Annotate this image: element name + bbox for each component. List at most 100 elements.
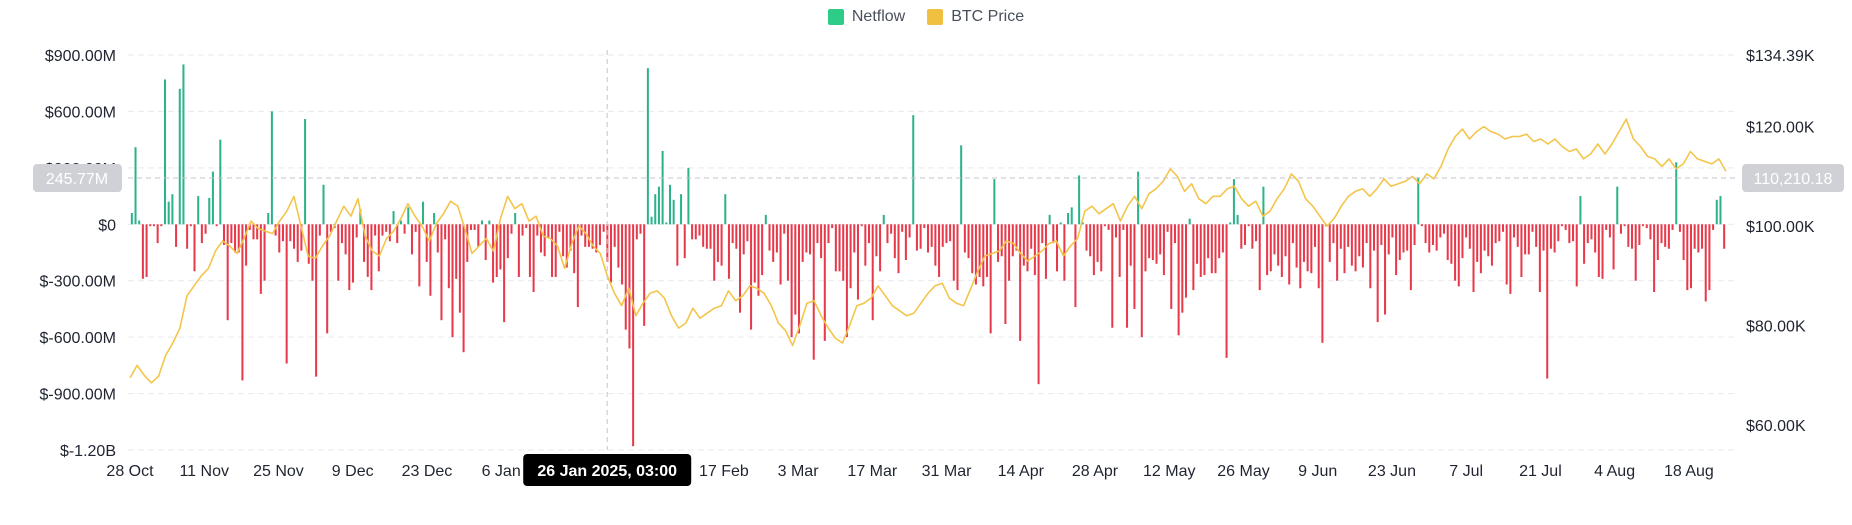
netflow-bar [315, 224, 318, 377]
netflow-bar [982, 224, 985, 287]
netflow-bar [237, 224, 240, 253]
netflow-bar [337, 224, 340, 281]
netflow-bar [978, 224, 981, 277]
netflow-bar [628, 224, 631, 349]
netflow-bar [757, 224, 760, 296]
netflow-bar [864, 224, 867, 266]
netflow-bar [329, 224, 332, 232]
netflow-bar [1339, 224, 1342, 249]
legend-item-netflow[interactable]: Netflow [827, 8, 906, 26]
netflow-bar [1295, 224, 1298, 268]
netflow-bar [1660, 224, 1663, 244]
netflow-bar [219, 139, 222, 225]
netflow-bar [145, 224, 148, 277]
netflow-bar [270, 111, 273, 225]
x-tick-label: 23 Jun [1368, 463, 1416, 480]
netflow-bar [963, 224, 966, 253]
legend-item-price[interactable]: BTC Price [927, 8, 1024, 26]
netflow-bar [1299, 224, 1302, 289]
netflow-bar [1542, 224, 1545, 251]
netflow-bar [259, 224, 262, 294]
netflow-bar [558, 224, 561, 232]
netflow-bar [1177, 224, 1180, 336]
crosshair-right-value: 110,210.18 [1754, 171, 1833, 188]
netflow-bar [1583, 224, 1586, 264]
netflow-bar [293, 224, 296, 249]
netflow-bar [1689, 224, 1692, 289]
netflow-bar [1450, 224, 1453, 264]
netflow-bar [890, 224, 893, 234]
x-tick-label: 14 Apr [998, 463, 1045, 480]
netflow-bar [971, 224, 974, 274]
netflow-bar [1723, 224, 1726, 249]
netflow-bar [532, 224, 535, 292]
netflow-bar [1192, 224, 1195, 291]
netflow-bar [447, 224, 450, 289]
netflow-bar [779, 224, 782, 285]
netflow-bar [204, 224, 207, 234]
netflow-bar [886, 224, 889, 244]
netflow-bar [650, 216, 653, 225]
netflow-bar [281, 224, 284, 242]
netflow-bar [1553, 224, 1556, 253]
legend: Netflow BTC Price [0, 8, 1852, 26]
netflow-bar [539, 224, 542, 253]
netflow-bar [1173, 224, 1176, 244]
netflow-bar [1572, 224, 1575, 242]
netflow-bar [1417, 177, 1420, 225]
netflow-bar [1148, 224, 1151, 259]
netflow-bar [923, 224, 926, 229]
netflow-bar [444, 224, 447, 240]
netflow-bar [1557, 224, 1560, 242]
x-tick-label: 23 Dec [402, 463, 453, 480]
netflow-bar [141, 224, 144, 279]
netflow-bar [1476, 224, 1479, 262]
netflow-bar [1678, 224, 1681, 232]
netflow-bar [1505, 224, 1508, 285]
x-tick-label: 17 Feb [699, 463, 749, 480]
netflow-bar [495, 224, 498, 277]
netflow-bar [1067, 213, 1070, 225]
netflow-bar [639, 224, 642, 234]
netflow-bar [1214, 224, 1217, 274]
netflow-bar [322, 184, 325, 225]
netflow-bar [1435, 224, 1438, 251]
netflow-bar [1159, 224, 1162, 255]
netflow-bar [1196, 224, 1199, 264]
netflow-bar [1590, 224, 1593, 240]
netflow-bar [278, 224, 281, 253]
netflow-bar [731, 224, 734, 244]
legend-label-netflow: Netflow [851, 8, 906, 25]
netflow-bar [904, 224, 907, 261]
crosshair-date-pill [523, 454, 692, 486]
netflow-bar [285, 224, 288, 364]
netflow-bar [1044, 224, 1047, 279]
netflow-bar [974, 224, 977, 285]
netflow-bar [1343, 224, 1346, 274]
netflow-bar [941, 224, 944, 247]
netflow-bar [1280, 224, 1283, 277]
netflow-bar [694, 224, 697, 240]
netflow-bar [547, 224, 550, 238]
netflow-bar [289, 224, 292, 242]
netflow-bar [1162, 224, 1165, 276]
netflow-bar [584, 224, 587, 247]
netflow-bar [1712, 224, 1715, 230]
netflow-bar [809, 224, 812, 255]
netflow-bar [1243, 224, 1247, 245]
netflow-bar [1682, 224, 1685, 261]
netflow-bar [381, 224, 384, 236]
netflow-bar [1387, 224, 1390, 255]
netflow-bar [1513, 224, 1516, 238]
netflow-bar [1140, 224, 1143, 338]
netflow-bar [1188, 218, 1191, 225]
netflow-bar [1608, 224, 1611, 238]
netflow-bar [1284, 224, 1287, 257]
netflow-bar [425, 224, 428, 262]
netflow-bar [956, 224, 959, 291]
netflow-bar [399, 220, 402, 225]
netflow-bar [868, 224, 871, 244]
netflow-bar [138, 220, 141, 225]
